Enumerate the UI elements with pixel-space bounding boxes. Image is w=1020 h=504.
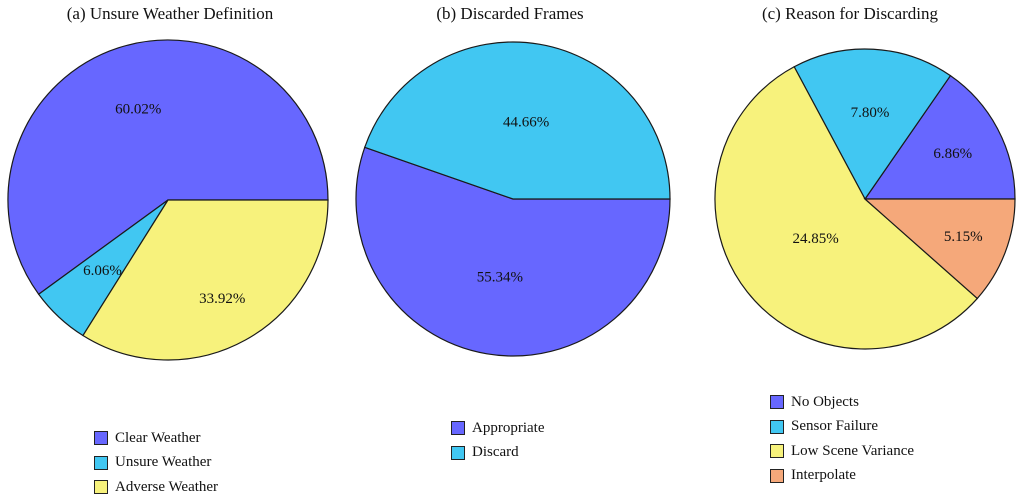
legend-a: Clear Weather Unsure Weather Adverse Weath… [94, 426, 218, 500]
legend-swatch [94, 431, 108, 446]
slice-label: 5.15% [944, 229, 983, 245]
pie-slice [714, 65, 979, 350]
legend-label: Adverse Weather [115, 478, 219, 495]
pie-slice [82, 199, 329, 361]
pie-slice [363, 41, 671, 200]
chart-panel-b: (b) Discarded Frames 55.34% 44.66% Approp… [340, 0, 680, 504]
pie-slice [863, 74, 1016, 200]
legend-swatch [770, 395, 784, 410]
legend-label: Appropriate [472, 419, 545, 436]
legend-label: Clear Weather [115, 429, 201, 446]
legend-item: Discard [451, 441, 544, 466]
chart-title-c: (c) Reason for Discarding [761, 4, 939, 23]
slice-label: 24.85% [792, 231, 838, 247]
legend-label: Interpolate [791, 467, 856, 484]
legend-swatch [451, 421, 465, 436]
legend-item: Interpolate [770, 464, 914, 489]
legend-item: Unsure Weather [94, 451, 218, 476]
chart-title-a: (a) Unsure Weather Definition [66, 4, 274, 23]
slice-label: 60.02% [115, 102, 161, 118]
legend-swatch [94, 455, 108, 470]
legend-item: No Objects [770, 390, 914, 415]
legend-b: Appropriate Discard [451, 416, 544, 465]
slice-label: 6.86% [933, 146, 972, 162]
pie-slice [863, 198, 1016, 300]
slice-label: 6.06% [83, 263, 122, 279]
legend-swatch [94, 480, 108, 495]
slice-label: 33.92% [199, 291, 245, 307]
slice-label: 7.80% [851, 105, 890, 121]
legend-label: Unsure Weather [115, 454, 212, 471]
legend-item: Appropriate [451, 416, 544, 441]
slice-label: 55.34% [477, 269, 523, 285]
legend-swatch [770, 468, 784, 483]
legend-swatch [770, 444, 784, 459]
pie-chart-c: 6.86% 7.80% 24.85% 5.15% [714, 48, 1016, 350]
pie-chart-a: 60.02% 6.06% 33.92% [7, 39, 329, 361]
pie-slice [793, 48, 952, 201]
chart-title-b: (b) Discarded Frames [436, 4, 584, 23]
legend-swatch [451, 445, 465, 460]
legend-label: Sensor Failure [791, 418, 879, 435]
legend-label: No Objects [791, 393, 859, 410]
legend-label: Low Scene Variance [791, 442, 915, 459]
legend-item: Adverse Weather [94, 475, 218, 500]
legend-item: Sensor Failure [770, 415, 914, 440]
legend-item: Clear Weather [94, 426, 218, 451]
legend-swatch [770, 419, 784, 434]
chart-panel-a: (a) Unsure Weather Definition 60.02% 6.06… [0, 0, 340, 504]
slice-label: 44.66% [503, 115, 549, 131]
pie-chart-b: 55.34% 44.66% [355, 41, 671, 357]
legend-label: Discard [472, 444, 519, 461]
legend-item: Low Scene Variance [770, 439, 914, 464]
pie-slice [7, 39, 329, 296]
chart-panel-c: (c) Reason for Discarding 6.86% 7.80% 24.8… [680, 0, 1020, 504]
legend-c: No Objects Sensor Failure Low Scene Varian… [770, 390, 914, 488]
